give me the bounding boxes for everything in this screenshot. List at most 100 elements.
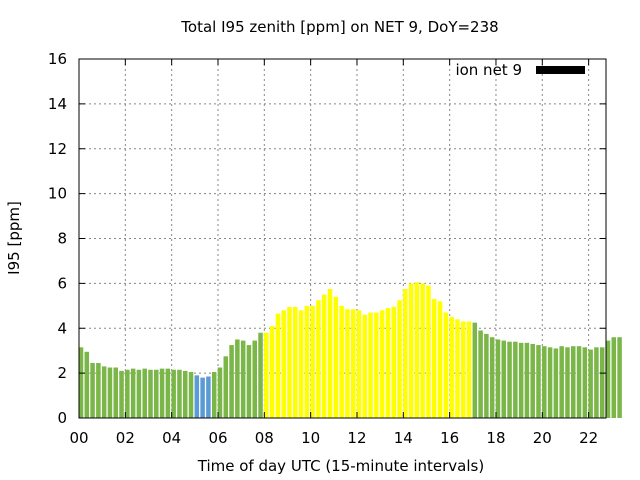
legend: ion net 9 [455,61,585,79]
bar [489,337,495,418]
bar [84,351,90,418]
bar [408,283,414,418]
bar [90,363,95,418]
bar [536,345,541,418]
bar [101,366,107,418]
bar [316,300,321,418]
x-tick-label: 16 [440,429,459,447]
x-tick-label: 12 [347,429,366,447]
y-tick-label: 10 [48,185,67,203]
bar [391,306,396,418]
bar [252,340,257,418]
legend-swatch [536,66,585,74]
bar [304,305,310,418]
bar [617,337,622,418]
bar [484,333,489,418]
bar [501,340,507,418]
bar [264,332,269,418]
bar [177,369,182,418]
x-tick-label: 04 [162,429,181,447]
bar [287,306,292,418]
bar [229,345,234,418]
bar [611,337,617,418]
x-axis: 00 02 04 06 08 10 12 14 16 18 20 22 [69,59,598,447]
bar [582,347,588,418]
bar [200,377,205,418]
bar [547,347,553,418]
bar [130,368,136,418]
chart-title: Total I95 zenith [ppm] on NET 9, DoY=238 [180,18,498,36]
y-tick-label: 12 [48,140,67,158]
bar [426,285,431,418]
x-tick-label: 08 [255,429,274,447]
x-tick-label: 02 [116,429,135,447]
bar [374,312,379,418]
bar [119,370,124,418]
bar [194,375,200,418]
bar [379,310,385,418]
bar [159,368,165,418]
bar [293,306,298,418]
bar [605,340,611,418]
bar [524,342,530,418]
y-tick-label: 6 [57,274,67,292]
y-tick-label: 8 [57,230,67,248]
bar [258,332,263,418]
y-tick-label: 14 [48,95,67,113]
bar [327,288,333,418]
x-tick-label: 10 [301,429,320,447]
bar [223,356,229,418]
y-tick-label: 4 [57,319,67,337]
bar [495,339,501,418]
bar [570,346,576,418]
bar [518,342,524,418]
bar [443,312,449,418]
bar [576,346,582,418]
bar [594,347,599,418]
bar [240,340,246,418]
bar [171,369,176,418]
bar [281,310,286,418]
bar [269,326,275,418]
bar [553,348,559,418]
bar [472,322,478,418]
bar [542,346,547,418]
bar [78,347,84,418]
bar [275,313,281,418]
bar [235,339,240,418]
bar [455,319,460,418]
y-tick-label: 16 [48,50,67,68]
bar [142,368,147,418]
bar [385,308,391,418]
bar [420,283,425,418]
x-axis-label: Time of day UTC (15-minute intervals) [197,457,484,475]
bar [298,310,304,418]
bar [350,309,356,418]
bar [211,372,217,418]
y-tick-label: 0 [57,409,67,427]
bar [362,314,368,418]
bar [478,330,483,418]
bar [449,317,454,418]
bar [356,310,362,418]
y-tick-label: 2 [57,364,67,382]
bar [339,305,344,418]
bar [246,345,252,418]
x-tick-label: 14 [394,429,413,447]
bar [188,372,194,418]
x-tick-label: 22 [579,429,598,447]
bar [125,369,130,418]
bar [96,363,101,418]
bar [154,369,159,418]
x-tick-label: 06 [208,429,227,447]
bar [565,347,570,418]
bar [206,376,211,418]
x-tick-label: 00 [69,429,88,447]
bar [530,343,535,418]
bar [113,367,119,418]
bar [136,369,142,418]
bar [432,299,437,418]
bar [599,347,605,418]
x-tick-label: 20 [533,429,552,447]
